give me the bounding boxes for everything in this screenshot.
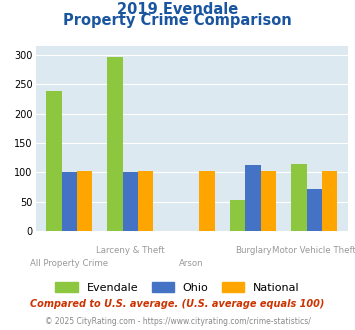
Text: Burglary: Burglary <box>235 246 271 255</box>
Text: Larceny & Theft: Larceny & Theft <box>96 246 165 255</box>
Bar <box>307 189 322 231</box>
Bar <box>61 172 77 231</box>
Bar <box>123 172 138 231</box>
Text: Arson: Arson <box>179 259 204 268</box>
Text: All Property Crime: All Property Crime <box>30 259 108 268</box>
Bar <box>200 171 215 231</box>
Bar <box>46 91 61 231</box>
Bar <box>138 171 153 231</box>
Text: Compared to U.S. average. (U.S. average equals 100): Compared to U.S. average. (U.S. average … <box>30 299 325 309</box>
Bar <box>291 164 307 231</box>
Text: © 2025 CityRating.com - https://www.cityrating.com/crime-statistics/: © 2025 CityRating.com - https://www.city… <box>45 317 310 326</box>
Text: 2019 Evendale: 2019 Evendale <box>117 2 238 16</box>
Bar <box>261 171 276 231</box>
Text: Property Crime Comparison: Property Crime Comparison <box>63 13 292 28</box>
Bar <box>230 201 245 231</box>
Bar <box>77 171 92 231</box>
Bar <box>245 165 261 231</box>
Text: Motor Vehicle Theft: Motor Vehicle Theft <box>272 246 355 255</box>
Legend: Evendale, Ohio, National: Evendale, Ohio, National <box>51 278 304 297</box>
Bar <box>108 57 123 231</box>
Bar <box>322 171 337 231</box>
